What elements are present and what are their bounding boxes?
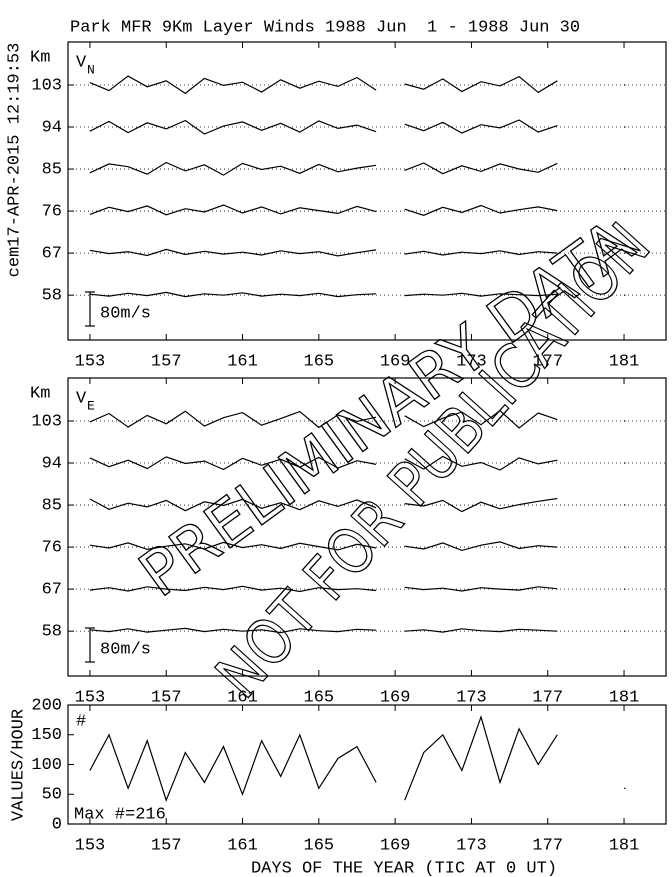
- y-axis-label: Km: [30, 48, 50, 67]
- plot-frame: [67, 41, 667, 341]
- x-tick-label: 173: [456, 352, 487, 371]
- x-tick-label: 153: [75, 688, 106, 707]
- data-line: [89, 585, 626, 593]
- x-tick-label: 157: [151, 352, 182, 371]
- x-tick-label: 165: [304, 836, 335, 855]
- y-tick-label: 100: [31, 756, 62, 775]
- x-tick-label: 165: [304, 352, 335, 371]
- y-tick-label: 76: [42, 203, 62, 222]
- x-tick-label: 157: [151, 688, 182, 707]
- y-tick-label: 94: [42, 118, 62, 137]
- x-tick-label: 177: [532, 836, 563, 855]
- scale-label: 80m/s: [100, 304, 151, 323]
- y-tick-label: 103: [31, 76, 62, 95]
- y-axis-label: Km: [30, 384, 50, 403]
- panel-label-subscript: E: [87, 398, 95, 413]
- chart-title: Park MFR 9Km Layer Winds 1988 Jun 1 - 19…: [70, 18, 580, 37]
- x-tick-label: 153: [75, 836, 106, 855]
- plot-frame: [67, 377, 667, 677]
- x-tick-label: 157: [151, 836, 182, 855]
- panel-label: V: [76, 389, 87, 408]
- scale-label: 80m/s: [100, 640, 151, 659]
- x-tick-label: 165: [304, 688, 335, 707]
- data-line: [89, 497, 626, 513]
- x-tick-label: 173: [456, 688, 487, 707]
- y-tick-label: 85: [42, 497, 62, 516]
- y-tick-label: 67: [42, 581, 62, 600]
- x-tick-label: 177: [532, 688, 563, 707]
- y-tick-label: 150: [31, 726, 62, 745]
- y-tick-label: 58: [42, 623, 62, 642]
- data-line: [89, 119, 626, 135]
- y-tick-label: 85: [42, 161, 62, 180]
- data-line: [89, 627, 626, 634]
- y-tick-label: 76: [42, 539, 62, 558]
- x-tick-label: 161: [227, 352, 258, 371]
- x-tick-label: 177: [532, 352, 563, 371]
- y-tick-label: 50: [42, 786, 62, 805]
- x-axis-label: DAYS OF THE YEAR (TIC AT 0 UT): [251, 859, 557, 877]
- x-tick-label: 169: [380, 688, 411, 707]
- scale-bar: [85, 291, 95, 663]
- data-line: [89, 291, 626, 298]
- x-tick-label: 181: [609, 352, 640, 371]
- timestamp: cem17-APR-2015 12:19:53: [5, 43, 24, 278]
- y-tick-label: 94: [42, 454, 62, 473]
- x-tick-label: 169: [380, 352, 411, 371]
- x-tick-label: 153: [75, 352, 106, 371]
- data-line: [89, 248, 626, 257]
- y-tick-label: 67: [42, 245, 62, 264]
- panel-label-subscript: N: [87, 62, 95, 77]
- data-line: [89, 714, 626, 802]
- panel-label: #: [76, 712, 86, 731]
- y-tick-label: 0: [52, 815, 62, 834]
- data-line: [89, 204, 626, 216]
- x-tick-label: 161: [227, 836, 258, 855]
- data-line: [89, 161, 626, 176]
- y-axis-label: VALUES/HOUR: [9, 709, 28, 821]
- panel-label: V: [76, 53, 87, 72]
- data-line: [89, 541, 626, 552]
- max-label: Max #=216: [74, 805, 166, 824]
- x-tick-label: 169: [380, 836, 411, 855]
- x-tick-label: 181: [609, 836, 640, 855]
- y-tick-label: 58: [42, 287, 62, 306]
- x-tick-label: 161: [227, 688, 258, 707]
- y-tick-label: 200: [31, 696, 62, 715]
- data-line: [89, 409, 626, 429]
- x-tick-label: 173: [456, 836, 487, 855]
- data-line: [89, 455, 626, 471]
- x-tick-label: 181: [609, 688, 640, 707]
- y-tick-label: 103: [31, 412, 62, 431]
- data-line: [89, 75, 626, 95]
